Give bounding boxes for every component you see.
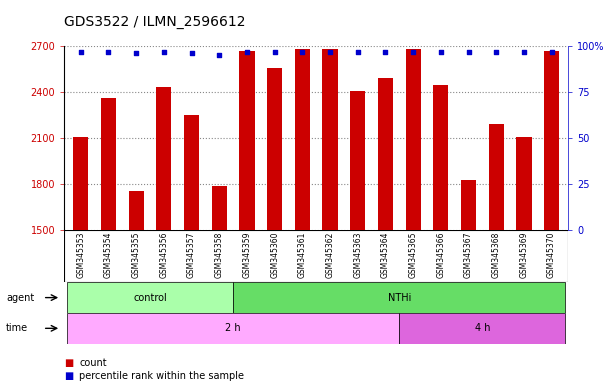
Bar [73, 137, 89, 230]
Text: count: count [79, 358, 107, 368]
Text: GSM345355: GSM345355 [131, 232, 141, 278]
Bar [489, 124, 504, 230]
Point [187, 50, 197, 56]
Text: GSM345357: GSM345357 [187, 232, 196, 278]
Text: GSM345367: GSM345367 [464, 232, 473, 278]
Text: GSM345354: GSM345354 [104, 232, 113, 278]
Bar [350, 91, 365, 230]
Bar [433, 85, 448, 230]
Point [519, 48, 529, 55]
Text: control: control [133, 293, 167, 303]
Text: 2 h: 2 h [225, 323, 241, 333]
Point [464, 48, 474, 55]
Point [547, 48, 557, 55]
Text: GSM345356: GSM345356 [159, 232, 169, 278]
Point [325, 48, 335, 55]
Text: GSM345370: GSM345370 [547, 232, 556, 278]
Bar [240, 51, 255, 230]
Text: GSM345359: GSM345359 [243, 232, 252, 278]
Point [104, 48, 114, 55]
Text: GDS3522 / ILMN_2596612: GDS3522 / ILMN_2596612 [64, 15, 246, 29]
Bar [156, 87, 172, 230]
Bar [399, 313, 565, 344]
Text: GSM345364: GSM345364 [381, 232, 390, 278]
Text: GSM345353: GSM345353 [76, 232, 86, 278]
Point [408, 48, 418, 55]
Text: GSM345368: GSM345368 [492, 232, 501, 278]
Text: NTHi: NTHi [387, 293, 411, 303]
Bar [461, 180, 476, 230]
Text: GSM345366: GSM345366 [436, 232, 445, 278]
Text: agent: agent [6, 293, 34, 303]
Text: GSM345361: GSM345361 [298, 232, 307, 278]
Bar [128, 191, 144, 230]
Bar [323, 49, 338, 230]
Point [270, 48, 280, 55]
Bar [211, 186, 227, 230]
Text: GSM345360: GSM345360 [270, 232, 279, 278]
Point [298, 48, 307, 55]
Bar [516, 137, 532, 230]
Text: ■: ■ [64, 371, 73, 381]
Point [381, 48, 390, 55]
Bar [184, 115, 199, 230]
Text: 4 h: 4 h [475, 323, 490, 333]
Bar [406, 49, 421, 230]
Bar [101, 98, 116, 230]
Bar [378, 78, 393, 230]
Point [159, 48, 169, 55]
Point [353, 48, 362, 55]
Text: ■: ■ [64, 358, 73, 368]
Bar [67, 313, 399, 344]
Text: percentile rank within the sample: percentile rank within the sample [79, 371, 244, 381]
Bar [295, 49, 310, 230]
Point [491, 48, 501, 55]
Text: GSM345358: GSM345358 [214, 232, 224, 278]
Text: GSM345369: GSM345369 [519, 232, 529, 278]
Text: GSM345362: GSM345362 [326, 232, 335, 278]
Text: GSM345365: GSM345365 [409, 232, 418, 278]
Point [76, 48, 86, 55]
Point [436, 48, 445, 55]
Point [131, 50, 141, 56]
Bar [544, 51, 559, 230]
Text: GSM345363: GSM345363 [353, 232, 362, 278]
Bar [267, 68, 282, 230]
Bar [67, 282, 233, 313]
Point [242, 48, 252, 55]
Text: time: time [6, 323, 28, 333]
Bar [233, 282, 565, 313]
Point [214, 52, 224, 58]
